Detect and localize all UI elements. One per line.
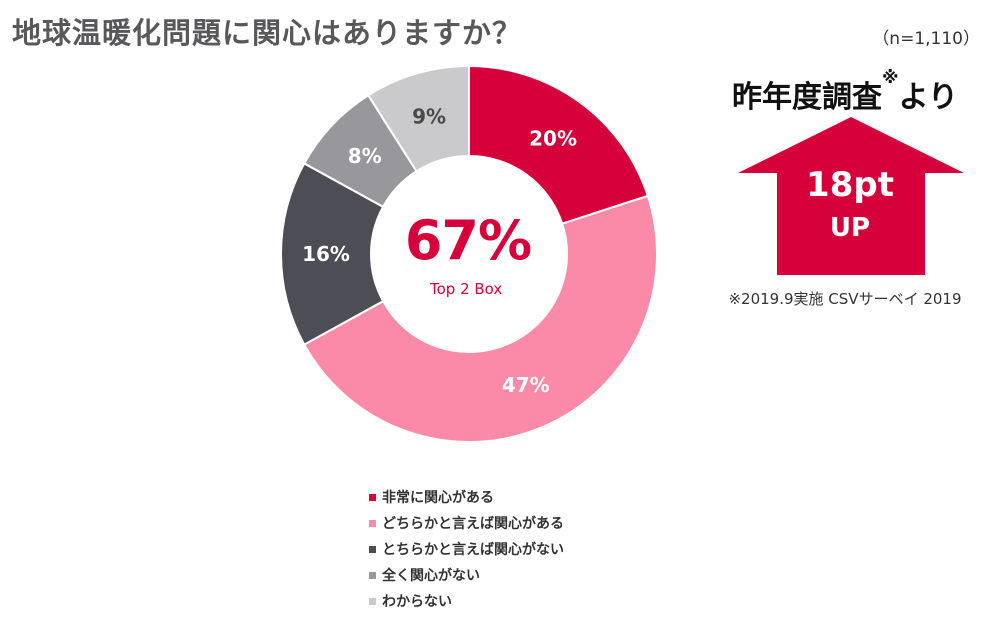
center-value: 67%	[404, 209, 532, 272]
footnote: ※2019.9実施 CSVサーベイ 2019	[728, 290, 962, 308]
legend: 非常に関心があるどちらかと言えば関心がある とちらかと言えば関心がない 全く関心がな…	[369, 484, 564, 614]
legend-item-2: どちらかと言えば関心がある	[369, 510, 564, 536]
slice-label-5: 9%	[412, 105, 446, 129]
up-arrow-icon	[738, 117, 964, 275]
slice-label-4: 8%	[348, 144, 382, 168]
center-label: Top 2 Box	[430, 280, 503, 298]
legend-swatch	[369, 571, 376, 579]
sample-size: （n=1,110）	[872, 29, 980, 49]
legend-swatch	[369, 597, 376, 605]
legend-label: とちらかと言えば関心がない	[382, 542, 564, 558]
comparison-heading: 昨年度調査※より	[700, 68, 990, 116]
donut-slice-1	[468, 64, 650, 225]
comparison-heading-suffix: より	[898, 80, 958, 115]
arrow-value: 18pt	[806, 165, 894, 205]
slice-label-2: 47%	[502, 373, 550, 397]
donut-slice-3	[280, 162, 385, 346]
legend-swatch	[369, 493, 376, 501]
legend-swatch	[369, 545, 376, 553]
legend-item-5: わからない	[369, 588, 564, 614]
legend-label: 全く関心がない	[382, 568, 480, 584]
chart-title: 地球温暖化問題に関心はありますか？	[12, 16, 523, 50]
legend-item-1: 非常に関心がある	[369, 484, 564, 510]
legend-label: どちらかと言えば関心がある	[382, 516, 564, 532]
donut-slice-5	[366, 64, 470, 173]
legend-item-3: とちらかと言えば関心がない	[369, 536, 564, 562]
legend-label: 非常に関心がある	[382, 490, 494, 506]
comparison-heading-mark: ※	[882, 68, 899, 88]
donut-slice-2	[302, 194, 658, 443]
legend-swatch	[369, 519, 376, 527]
comparison-heading-text: 昨年度調査	[732, 80, 883, 115]
legend-label: わからない	[382, 594, 452, 610]
slice-label-1: 20%	[529, 126, 577, 150]
legend-item-4: 全く関心がない	[369, 562, 564, 588]
slice-label-3: 16%	[302, 242, 350, 266]
arrow-unit: UP	[829, 213, 871, 243]
